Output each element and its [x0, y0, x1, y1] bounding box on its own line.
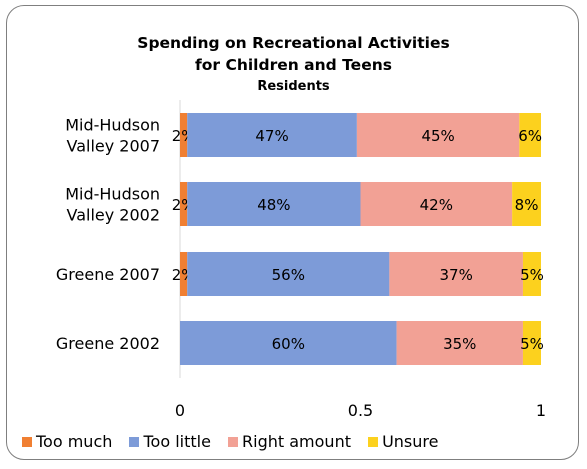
legend-item-too-much: Too much	[22, 432, 112, 451]
legend-item-unsure: Unsure	[368, 432, 438, 451]
x-tick-label-2: 1	[536, 401, 546, 420]
bar-too-little-mid-hudson-valley-2002	[187, 182, 361, 226]
data-label-unsure-greene-2007: 5%	[520, 266, 544, 284]
legend-swatch-too-much	[22, 437, 32, 447]
legend-item-right-amount: Right amount	[228, 432, 351, 451]
bar-unsure-mid-hudson-valley-2002	[512, 182, 541, 226]
legend-swatch-too-little	[129, 437, 140, 447]
chart-title-line2: for Children and Teens	[195, 56, 392, 74]
bar-too-much-mid-hudson-valley-2002	[180, 182, 188, 226]
category-label-greene-2007-line1: Greene 2007	[56, 265, 160, 284]
category-label-mid-hudson-valley-2007-line1: Mid-Hudson	[65, 116, 160, 135]
data-label-too-little-greene-2007: 56%	[272, 266, 305, 284]
data-label-unsure-greene-2002: 5%	[520, 335, 544, 353]
category-label-mid-hudson-valley-2002-line2: Valley 2002	[66, 206, 160, 225]
bar-unsure-greene-2007	[522, 252, 541, 296]
bar-unsure-greene-2002	[522, 321, 541, 365]
chart-subtitle: Residents	[257, 79, 330, 94]
bar-right-amount-mid-hudson-valley-2002	[360, 182, 513, 226]
legend-swatch-right-amount	[228, 437, 239, 447]
data-label-too-little-greene-2002: 60%	[272, 335, 305, 353]
category-label-greene-2002-line1: Greene 2002	[56, 334, 160, 353]
legend-label-right-amount: Right amount	[242, 432, 351, 451]
chart-title: Spending on Recreational Activities	[137, 34, 450, 52]
bar-too-little-greene-2002	[180, 321, 397, 365]
bar-right-amount-greene-2002	[396, 321, 523, 365]
legend-item-too-little: Too little	[129, 432, 211, 451]
data-label-right-amount-greene-2002: 35%	[443, 335, 476, 353]
x-tick-label-0: 0	[175, 401, 185, 420]
chart-frame	[6, 5, 579, 460]
data-label-too-little-mid-hudson-valley-2007: 47%	[255, 127, 288, 145]
data-label-right-amount-mid-hudson-valley-2002: 42%	[420, 196, 453, 214]
data-label-unsure-mid-hudson-valley-2002: 8%	[515, 196, 539, 214]
bar-too-much-mid-hudson-valley-2007	[180, 113, 188, 157]
legend-label-too-little: Too little	[143, 432, 211, 451]
bar-right-amount-greene-2007	[389, 252, 523, 296]
legend-label-too-much: Too much	[36, 432, 113, 451]
bar-unsure-mid-hudson-valley-2007	[519, 113, 541, 157]
data-label-unsure-mid-hudson-valley-2007: 6%	[518, 127, 542, 145]
bar-too-little-greene-2007	[187, 252, 390, 296]
x-tick-label-1: 0.5	[348, 401, 373, 420]
bar-right-amount-mid-hudson-valley-2007	[356, 113, 520, 157]
legend: Too much Too little Right amount Unsure	[22, 432, 450, 451]
category-label-mid-hudson-valley-2002-line1: Mid-Hudson	[65, 185, 160, 204]
category-label-mid-hudson-valley-2007-line2: Valley 2007	[66, 137, 160, 156]
legend-swatch-unsure	[368, 437, 379, 447]
bar-too-much-greene-2007	[180, 252, 188, 296]
legend-label-unsure: Unsure	[382, 432, 439, 451]
data-label-right-amount-mid-hudson-valley-2007: 45%	[421, 127, 454, 145]
data-label-right-amount-greene-2007: 37%	[439, 266, 472, 284]
data-label-too-little-mid-hudson-valley-2002: 48%	[257, 196, 290, 214]
bar-too-little-mid-hudson-valley-2007	[187, 113, 357, 157]
